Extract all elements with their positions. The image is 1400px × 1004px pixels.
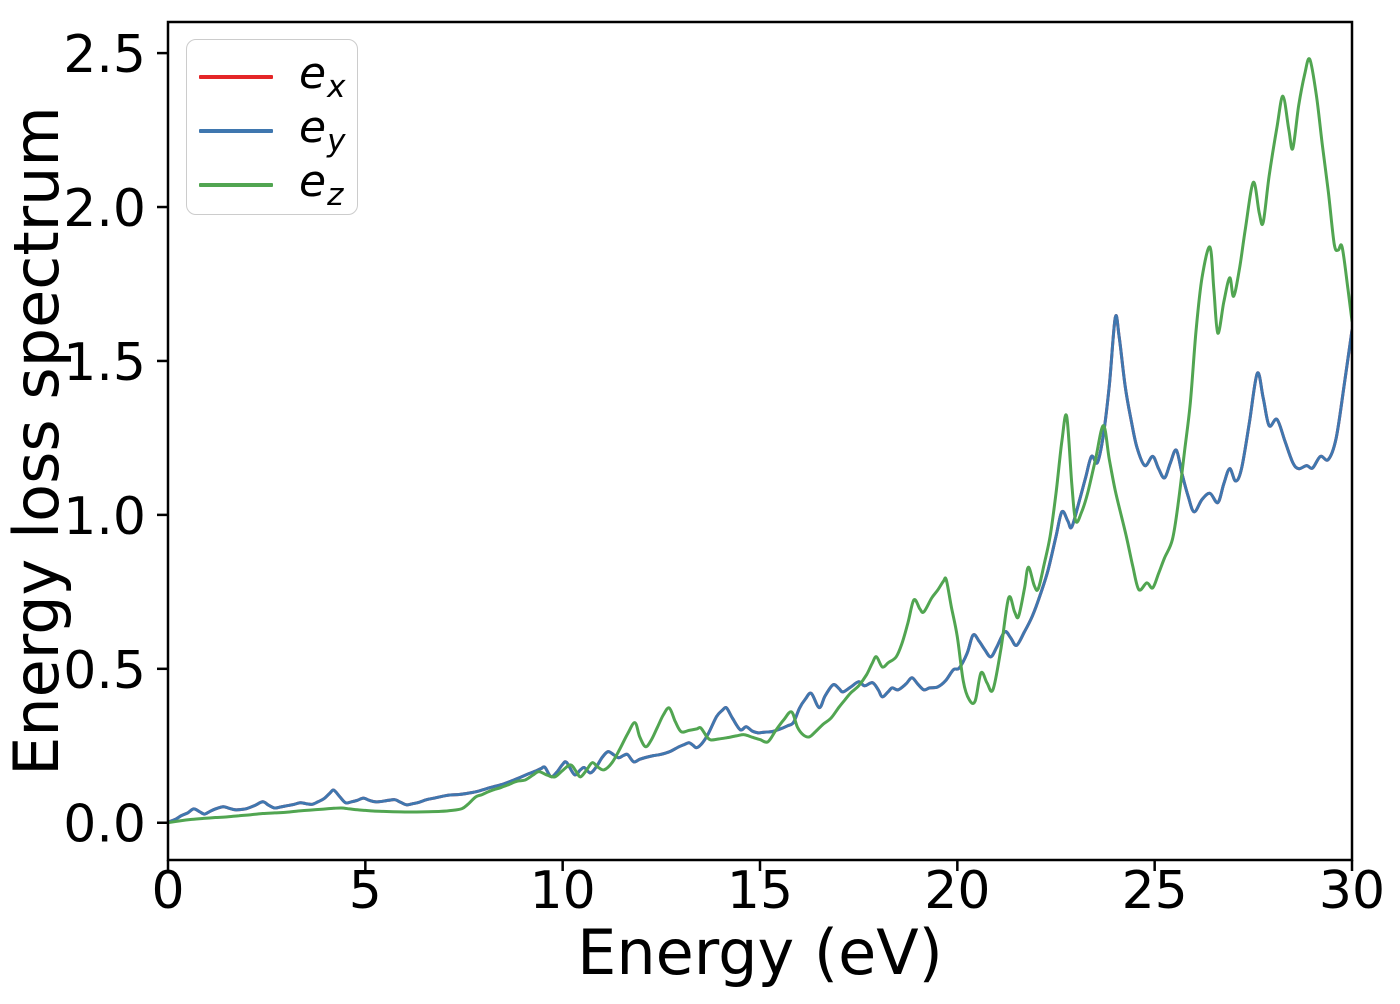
x-axis-title: Energy (eV) xyxy=(577,916,943,989)
legend-label-z: ez xyxy=(299,155,344,213)
y-tick-label: 0.0 xyxy=(63,795,146,855)
y-axis-title: Energy loss spectrum xyxy=(0,106,73,776)
curve-e_y xyxy=(168,314,1352,824)
x-tick-label: 5 xyxy=(349,861,382,921)
legend-entry-e_y: ey xyxy=(199,104,357,158)
y-tick-label: 0.5 xyxy=(63,641,146,701)
y-tick-label: 2.0 xyxy=(63,179,146,239)
legend-label-y: ey xyxy=(299,101,346,159)
x-tick-label: 0 xyxy=(151,861,184,921)
x-tick-label: 15 xyxy=(727,861,793,921)
legend-line-x xyxy=(199,75,273,79)
legend-label-x: ex xyxy=(299,47,346,105)
curve-e_x xyxy=(168,314,1352,824)
x-tick-label: 10 xyxy=(530,861,596,921)
x-tick-label: 30 xyxy=(1319,861,1385,921)
legend-line-z xyxy=(199,183,273,187)
y-tick-label: 1.5 xyxy=(63,333,146,393)
legend-entry-e_z: ez xyxy=(199,158,357,212)
y-tick-label: 1.0 xyxy=(63,487,146,547)
legend: ex ey ez xyxy=(186,39,358,215)
curve-e_z xyxy=(168,57,1352,825)
legend-entry-e_x: ex xyxy=(199,50,357,104)
x-tick-label: 20 xyxy=(924,861,990,921)
y-tick-label: 2.5 xyxy=(63,25,146,85)
x-tick-label: 25 xyxy=(1122,861,1188,921)
legend-line-y xyxy=(199,129,273,133)
